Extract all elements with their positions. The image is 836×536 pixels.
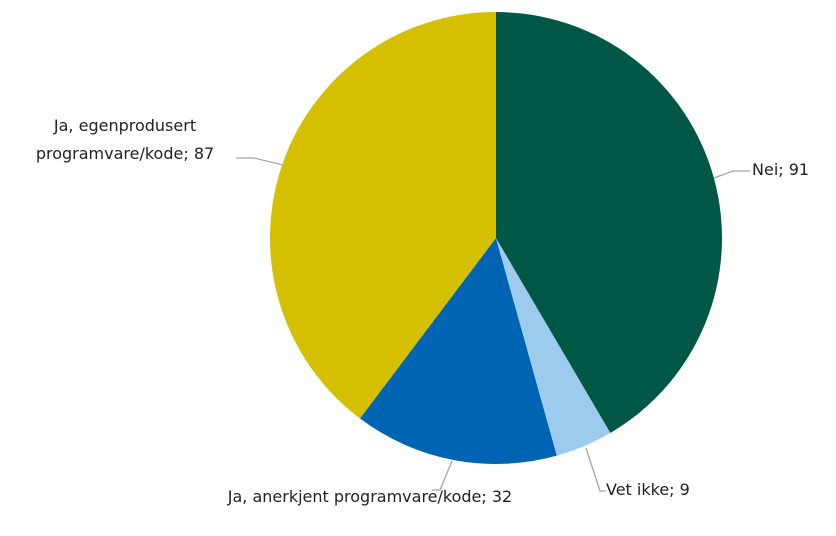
value-label: 9 <box>679 480 690 499</box>
label-separator: ; <box>183 144 194 163</box>
leader-line <box>236 157 284 166</box>
leader-line <box>713 170 750 179</box>
label-separator: ; <box>669 480 680 499</box>
slice-label: Ja, egenprodusert programvare/kode; 87 <box>0 112 250 168</box>
category-label: Ja, egenprodusert programvare/kode <box>35 116 197 163</box>
category-label: Vet ikke <box>606 480 670 499</box>
slice-label: Ja, anerkjent programvare/kode; 32 <box>220 483 520 511</box>
category-label: Ja, anerkjent programvare/kode <box>227 487 482 506</box>
slice-label: Nei; 91 <box>752 156 836 184</box>
value-label: 32 <box>491 487 513 506</box>
label-separator: ; <box>778 160 789 179</box>
value-label: 87 <box>193 144 215 163</box>
pie-slice <box>269 12 496 419</box>
category-label: Nei <box>752 160 779 179</box>
leader-line <box>585 447 606 492</box>
value-label: 91 <box>788 160 810 179</box>
pie-slice <box>496 238 611 456</box>
leader-line <box>432 460 453 491</box>
pie-slice <box>360 238 557 464</box>
label-separator: ; <box>481 487 492 506</box>
pie-slice <box>496 12 723 433</box>
slice-label: Vet ikke; 9 <box>606 476 726 504</box>
